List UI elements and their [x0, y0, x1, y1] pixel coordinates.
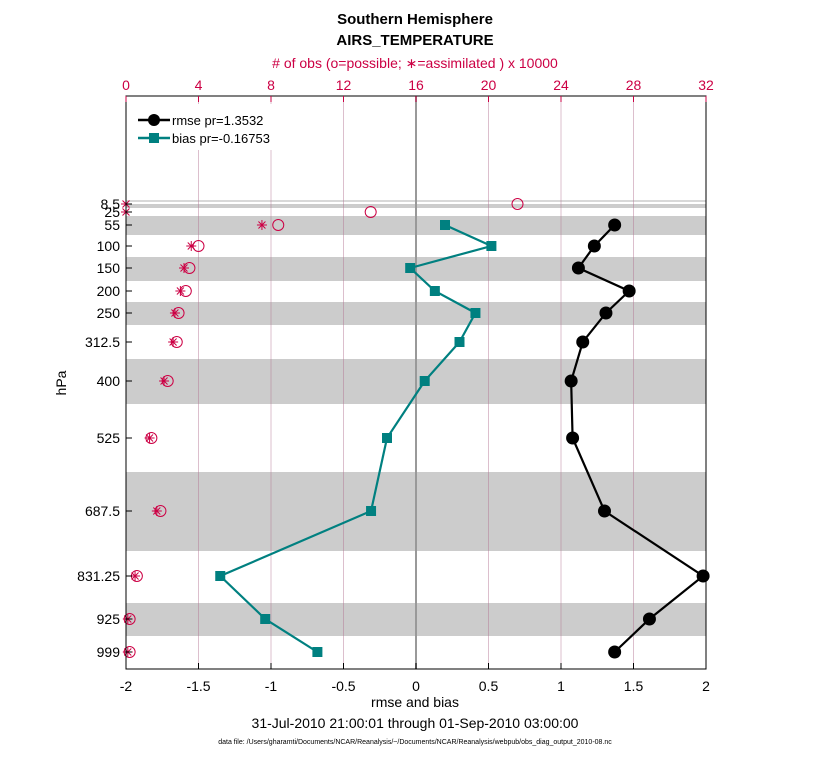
x-tick-label-5: 0.5 [479, 678, 499, 694]
y-tick-label-4: 150 [97, 260, 121, 276]
y-tick-label-10: 687.5 [85, 503, 120, 519]
obs-assimilated-marker [168, 337, 179, 347]
obs-assimilated-stroke [160, 377, 168, 385]
obs-possible-marker [272, 219, 285, 231]
y-tick-label-9: 525 [97, 430, 121, 446]
y-tick-label-6: 250 [97, 305, 121, 321]
x-axis-label: rmse and bias [371, 694, 459, 710]
bias-point [260, 614, 271, 624]
rmse-point [598, 504, 611, 518]
top-tick-label-4: 16 [408, 77, 424, 93]
x-tick-label-2: -1 [265, 678, 278, 694]
obs-assimilated-stroke [145, 434, 154, 442]
legend-rmse-label: rmse pr=1.3532 [172, 113, 263, 128]
axis-ticks: -2 -1.5 -1 -0.5 0 0.5 1 1.5 20 4 8 12 16 20 24 28 328.52… [77, 77, 714, 694]
y-axis-label: hPa [53, 370, 69, 395]
series-lines [215, 218, 710, 659]
y-tick-label-12: 925 [97, 611, 121, 627]
x-tick-label-4: 0 [412, 678, 420, 694]
data-file-footnote: data file: /Users/gharamti/Documents/NCA… [218, 739, 612, 746]
rmse-point [608, 645, 622, 659]
rmse-point [608, 218, 622, 232]
y-tick-label-5: 200 [97, 283, 121, 299]
rmse-point [564, 374, 578, 388]
top-tick-label-8: 32 [698, 77, 714, 93]
obs-assimilated-stroke [171, 309, 179, 317]
top-tick-label-2: 8 [267, 77, 275, 93]
obs-possible-marker [511, 198, 524, 210]
legend-bias-label: bias pr=-0.16753 [172, 131, 270, 146]
bias-point [312, 647, 323, 657]
bias-point [486, 241, 497, 251]
rmse-point [571, 261, 585, 275]
obs-assimilated-marker [169, 308, 180, 318]
top-tick-label-3: 12 [336, 77, 352, 93]
obs-assimilated-marker [151, 506, 162, 516]
obs-assimilated-marker [175, 286, 186, 296]
y-tick-label-7: 312.5 [85, 334, 120, 350]
y-tick-label-3: 100 [97, 238, 121, 254]
legend-bias-marker [149, 133, 159, 143]
rmse-point [566, 431, 580, 445]
top-tick-label-6: 24 [553, 77, 569, 93]
obs-assimilated-stroke [169, 338, 177, 346]
obs-assimilated-marker [144, 433, 155, 443]
x-tick-label-6: 1 [557, 678, 565, 694]
top-tick-label-1: 4 [195, 77, 203, 93]
y-tick-label-11: 831.25 [77, 568, 120, 584]
obs-assimilated-stroke [180, 264, 188, 272]
y-tick-label-13: 999 [97, 644, 121, 660]
y-tick-label-0: 8.5 [101, 196, 121, 212]
obs-assimilated-stroke [131, 572, 139, 580]
top-tick-label-0: 0 [122, 77, 130, 93]
y-tick-label-2: 55 [104, 217, 120, 233]
obs-assimilated-marker [159, 376, 170, 386]
rmse-point [642, 612, 656, 626]
obs-assimilated-marker [179, 263, 189, 273]
x-tick-label-3: -0.5 [331, 678, 355, 694]
rmse-line [570, 224, 705, 653]
bias-point [366, 506, 377, 516]
obs-assimilated-stroke [176, 287, 185, 295]
legend-rmse-marker [148, 114, 160, 126]
obs-assimilated-stroke [187, 242, 196, 250]
bias-point [470, 308, 481, 318]
bias-point [429, 286, 440, 296]
obs-assimilated-stroke [258, 221, 266, 229]
rmse-point [622, 284, 636, 298]
y-tick-label-8: 400 [97, 373, 121, 389]
obs-assimilated-stroke [152, 507, 161, 515]
chart-title: Southern Hemisphere [337, 11, 493, 28]
top-tick-label-5: 20 [481, 77, 497, 93]
rmse-point [576, 335, 590, 349]
bias-line [218, 223, 495, 653]
date-range: 31-Jul-2010 21:00:01 through 01-Sep-2010… [252, 715, 579, 731]
y-tick-label-1: 25 [104, 204, 120, 220]
bias-point [382, 433, 392, 443]
rmse-point [587, 239, 601, 253]
bias-point [405, 263, 416, 273]
legend: rmse pr=1.3532 bias pr=-0.16753 [134, 104, 280, 150]
bias-point [215, 571, 226, 581]
top-tick-label-7: 28 [626, 77, 642, 93]
grid-lines [198, 96, 634, 669]
x-tick-label-0: -2 [120, 678, 133, 694]
obs-assimilated-marker [186, 241, 197, 251]
obs-assimilated-marker [256, 220, 267, 230]
x-tick-label-8: 2 [702, 678, 710, 694]
rmse-point [599, 306, 613, 320]
bias-point [419, 376, 430, 386]
x-tick-label-1: -1.5 [186, 678, 210, 694]
rmse-point [696, 569, 710, 583]
x-tick-label-7: 1.5 [624, 678, 644, 694]
chart-subtitle: AIRS_TEMPERATURE [336, 32, 493, 49]
bias-point [454, 337, 465, 347]
bias-point [440, 220, 450, 230]
top-axis-label: # of obs (o=possible; ∗=assimilated ) x … [272, 55, 558, 71]
obs-possible-marker [364, 206, 377, 218]
